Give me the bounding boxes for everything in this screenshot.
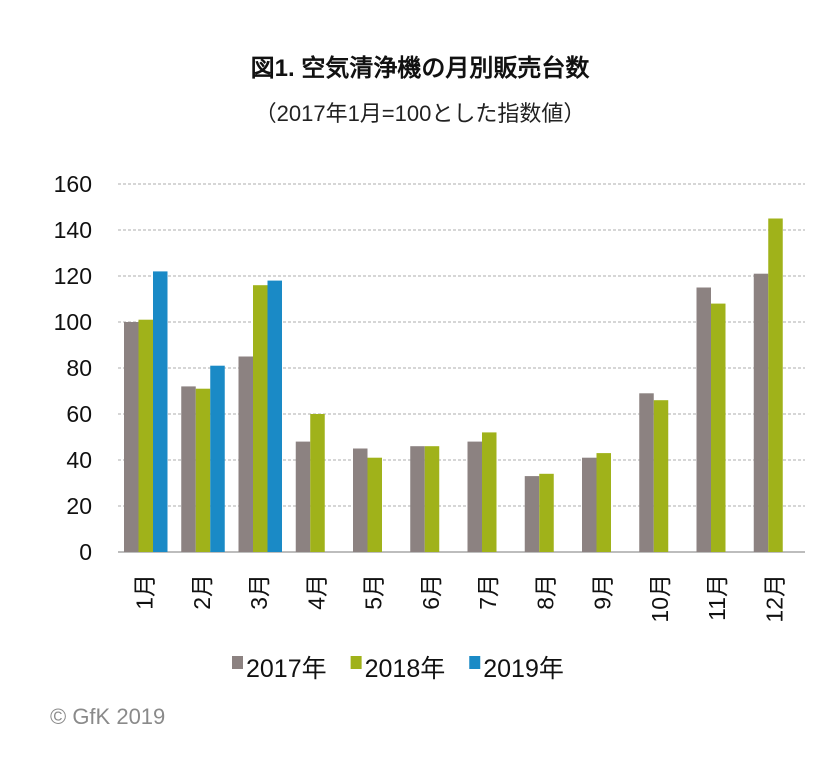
x-tick-label: 9月 bbox=[590, 574, 616, 610]
bar-2017年-10月 bbox=[639, 393, 654, 552]
legend-label: 2018年 bbox=[365, 655, 446, 683]
bar-2017年-4月 bbox=[295, 441, 311, 552]
y-tick-label: 0 bbox=[79, 539, 92, 565]
x-tick-label: 5月 bbox=[361, 574, 387, 610]
y-tick-label: 60 bbox=[66, 401, 92, 427]
chart-title: 図1. 空気清浄機の月別販売台数 bbox=[250, 55, 590, 82]
bar-2019年-3月 bbox=[267, 280, 282, 552]
bar-2018年-11月 bbox=[711, 303, 726, 552]
bar-2019年-2月 bbox=[210, 365, 225, 552]
y-tick-label: 100 bbox=[54, 309, 92, 335]
bar-2018年-10月 bbox=[653, 400, 669, 552]
bar-2017年-3月 bbox=[238, 356, 253, 552]
legend-swatch bbox=[350, 656, 362, 669]
copyright: © GfK 2019 bbox=[50, 704, 166, 729]
bar-2018年-5月 bbox=[367, 457, 382, 552]
bar-2018年-3月 bbox=[253, 285, 268, 552]
x-tick-label: 8月 bbox=[532, 574, 558, 610]
x-tick-label: 11月 bbox=[704, 574, 730, 621]
bar-2018年-4月 bbox=[310, 414, 325, 552]
bar-2018年-2月 bbox=[195, 388, 211, 552]
legend-label: 2019年 bbox=[483, 655, 564, 683]
x-tick-label: 6月 bbox=[418, 574, 444, 610]
bar-2017年-2月 bbox=[181, 386, 196, 552]
bar-2017年-11月 bbox=[696, 287, 711, 552]
x-tick-label: 2月 bbox=[189, 574, 215, 610]
bar-2018年-7月 bbox=[482, 432, 497, 552]
x-tick-label: 4月 bbox=[303, 574, 329, 610]
y-tick-label: 140 bbox=[54, 217, 92, 243]
x-tick-label: 3月 bbox=[246, 574, 272, 610]
x-tick-label: 1月 bbox=[132, 574, 158, 610]
bar-2018年-6月 bbox=[424, 446, 440, 552]
bar-2017年-6月 bbox=[410, 446, 425, 552]
y-tick-label: 120 bbox=[54, 263, 92, 289]
bar-2017年-7月 bbox=[467, 441, 482, 552]
bar-2017年-9月 bbox=[582, 457, 597, 552]
bar-2019年-1月 bbox=[153, 271, 168, 552]
legend-swatch bbox=[469, 656, 481, 669]
chart-subtitle: （2017年1月=100とした指数値） bbox=[254, 101, 586, 126]
legend-label: 2017年 bbox=[246, 655, 327, 683]
x-tick-label: 10月 bbox=[647, 574, 673, 623]
bar-2018年-1月 bbox=[138, 319, 153, 552]
bar-2018年-8月 bbox=[539, 473, 554, 552]
bar-2018年-9月 bbox=[596, 453, 611, 552]
bar-2018年-12月 bbox=[768, 218, 783, 552]
bar-2017年-12月 bbox=[753, 273, 769, 552]
y-tick-label: 20 bbox=[66, 493, 92, 519]
x-tick-label: 12月 bbox=[761, 574, 787, 623]
bar-2017年-5月 bbox=[353, 448, 368, 552]
y-tick-label: 160 bbox=[54, 171, 92, 197]
y-tick-label: 40 bbox=[66, 447, 92, 473]
bar-2017年-1月 bbox=[124, 322, 139, 552]
x-tick-label: 7月 bbox=[475, 574, 501, 610]
bar-2017年-8月 bbox=[524, 476, 540, 552]
y-tick-label: 80 bbox=[66, 355, 92, 381]
legend-swatch bbox=[232, 656, 243, 669]
